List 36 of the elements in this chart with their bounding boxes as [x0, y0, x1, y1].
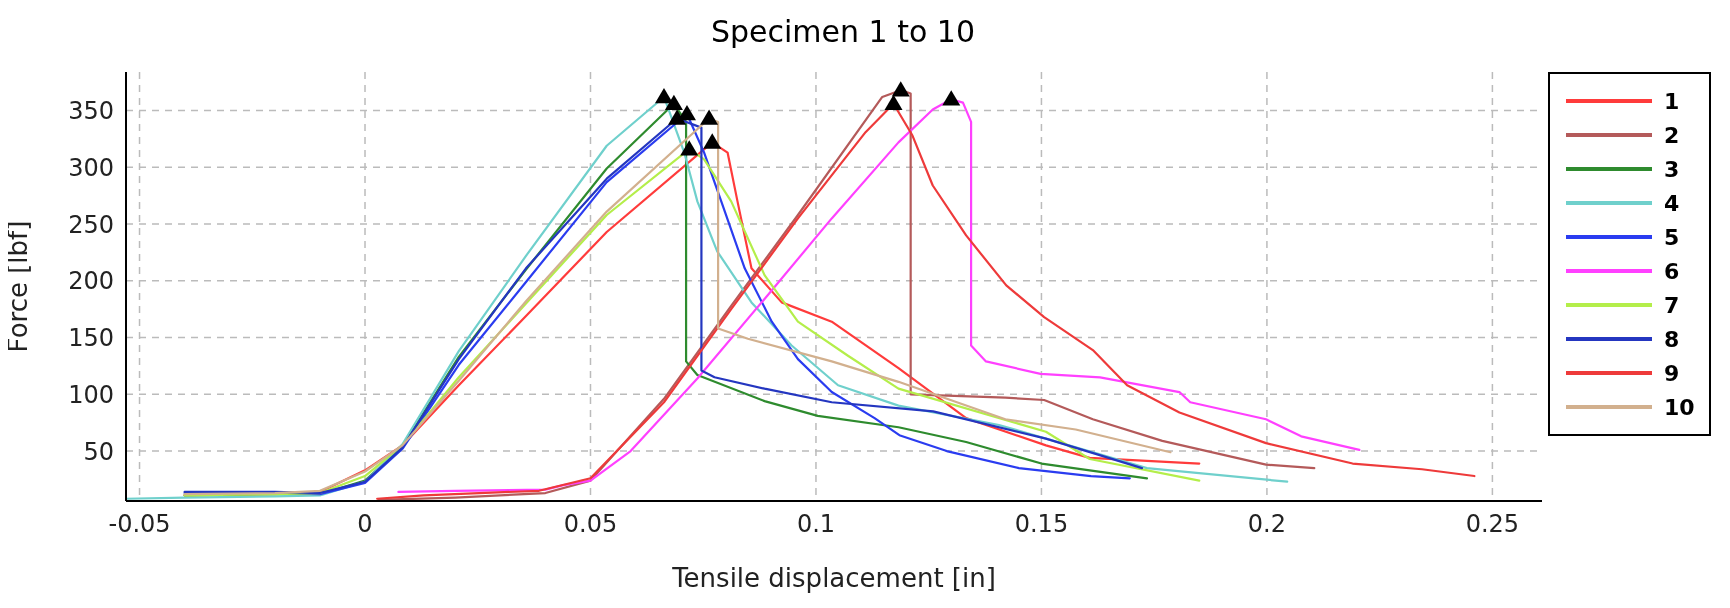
y-axis-title: Force [lbf] [3, 220, 34, 353]
x-tick-label: -0.05 [108, 510, 171, 539]
y-tick-label: 50 [83, 437, 114, 466]
x-tick-label: 0.15 [1014, 510, 1069, 539]
y-tick-label: 350 [68, 97, 114, 126]
x-tick-label: 0.05 [563, 510, 618, 539]
y-tick-label: 250 [68, 210, 114, 239]
point [700, 109, 719, 125]
legend-label: 9 [1664, 360, 1680, 386]
point [942, 90, 961, 106]
point [680, 140, 699, 156]
x-tick-label: 0.25 [1465, 510, 1520, 539]
x-tick-label: 0.1 [796, 510, 836, 539]
point [664, 94, 683, 111]
x-tick-label: 0 [357, 510, 373, 539]
legend-label: 4 [1664, 190, 1680, 216]
point [884, 94, 903, 111]
point [654, 87, 673, 104]
legend-label: 5 [1664, 224, 1680, 250]
legend-label: 8 [1664, 326, 1680, 352]
x-tick-label: 0.2 [1247, 510, 1286, 539]
legend-label: 1 [1664, 88, 1680, 114]
y-tick-label: 100 [68, 380, 114, 409]
legend-label: 7 [1664, 292, 1680, 318]
legend-label: 6 [1664, 258, 1680, 284]
y-tick-label: 150 [68, 324, 114, 353]
point [668, 109, 687, 125]
legend-label: 3 [1664, 156, 1680, 182]
y-tick-label: 200 [68, 267, 114, 296]
point [703, 133, 722, 149]
chart-title: Specimen 1 to 10 [709, 13, 977, 51]
legend-label: 2 [1664, 122, 1680, 148]
legend-label: 10 [1664, 394, 1695, 420]
y-tick-label: 300 [68, 153, 114, 182]
point [891, 81, 910, 97]
x-axis-title: Tensile displacement [in] [671, 563, 996, 593]
